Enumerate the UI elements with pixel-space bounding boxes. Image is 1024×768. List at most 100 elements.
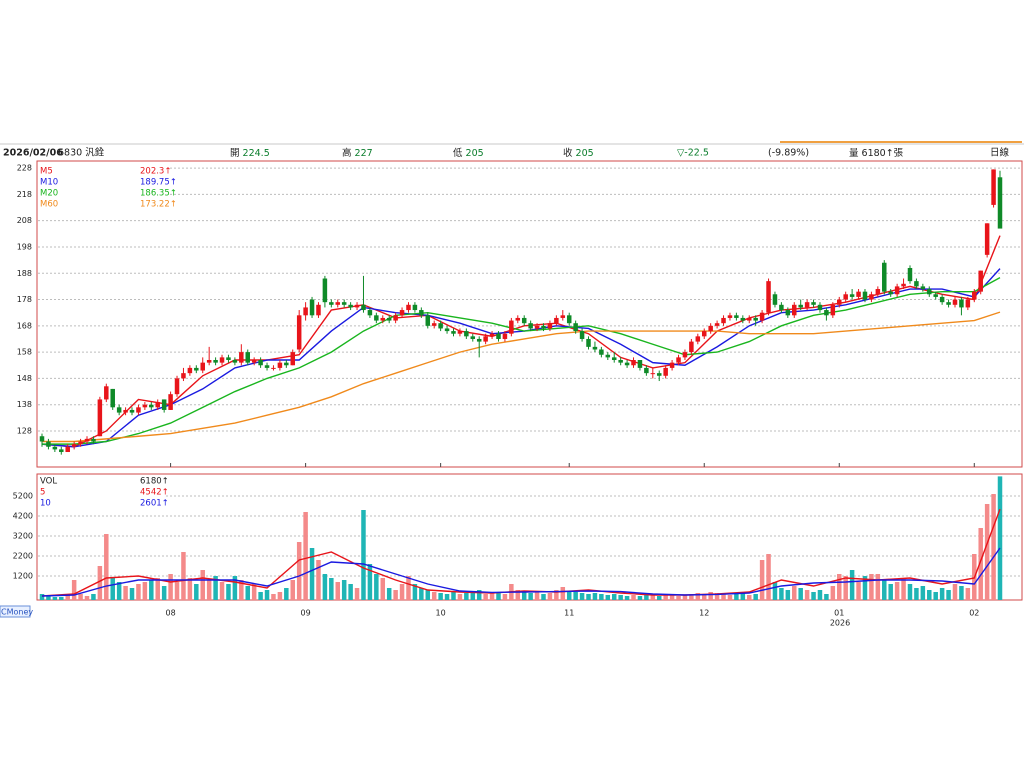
- volume-bar: [798, 588, 803, 600]
- candle-body: [59, 449, 64, 453]
- candle-body: [425, 315, 431, 326]
- candle-body: [554, 317, 559, 324]
- quote-value: 205: [576, 148, 594, 159]
- y-tick-label: 128: [17, 426, 32, 435]
- candle-body: [341, 302, 347, 305]
- candle-body: [296, 315, 302, 350]
- candle-body: [155, 402, 160, 408]
- ma-line: [42, 276, 1001, 445]
- quote: 高 227: [342, 147, 373, 159]
- candle-body: [991, 169, 996, 205]
- volume-bar: [586, 594, 591, 600]
- volume-bar: [354, 588, 360, 600]
- brand-box: [0, 605, 31, 618]
- year-label: 2026: [830, 619, 850, 628]
- candle-body: [824, 310, 829, 316]
- volume-bar: [927, 590, 932, 600]
- candle-body: [65, 446, 70, 453]
- volume-bar: [714, 593, 720, 600]
- candle-body: [669, 362, 675, 368]
- volume-bar: [444, 594, 450, 600]
- change: ▽-22.5: [677, 148, 709, 159]
- candle-body: [232, 360, 238, 363]
- volume-bar: [669, 594, 675, 600]
- volume-bar: [303, 512, 308, 600]
- candle-body: [71, 444, 77, 447]
- volume-bar: [907, 584, 913, 600]
- volume-bar: [920, 586, 926, 600]
- candle-body: [316, 304, 321, 316]
- volume-bar: [701, 594, 707, 600]
- y-tick-label: 178: [17, 295, 32, 304]
- volume-bar: [329, 578, 334, 600]
- volume-bar: [566, 591, 572, 600]
- candle-body: [875, 289, 881, 295]
- volume-bar: [84, 596, 90, 600]
- candle-body: [573, 323, 578, 332]
- candle-body: [734, 315, 739, 318]
- candle-body: [367, 310, 373, 316]
- volume-bar: [258, 592, 263, 600]
- volume-bar: [232, 576, 238, 600]
- candle-body: [746, 317, 752, 321]
- legend-value: 186.35↑: [140, 189, 177, 199]
- volume-bar: [155, 578, 160, 600]
- y-tick-label: 1200: [13, 572, 33, 581]
- candle-body: [740, 317, 746, 321]
- legend-value: 2601↑: [140, 499, 169, 509]
- volume-bar: [997, 476, 1003, 600]
- volume-bar: [811, 592, 816, 600]
- volume-bar: [521, 592, 527, 600]
- volume-bar: [451, 592, 456, 600]
- candle-body: [804, 302, 810, 308]
- candle-body: [772, 294, 778, 305]
- candle-body: [952, 299, 958, 305]
- candle-body: [251, 360, 257, 363]
- legend-value: 4542↑: [140, 488, 169, 498]
- volume-bar: [753, 594, 758, 600]
- candle-body: [727, 315, 733, 318]
- volume-bar: [271, 594, 276, 600]
- volume-bar: [978, 528, 983, 600]
- candle-body: [496, 333, 501, 339]
- volume-bar: [746, 595, 752, 600]
- candle-body: [206, 360, 212, 363]
- candle-body: [406, 304, 411, 311]
- candle-body: [579, 331, 585, 339]
- volume-bar: [367, 564, 373, 600]
- candle-body: [560, 315, 566, 318]
- volume-bar: [502, 594, 508, 600]
- volume-bar: [393, 590, 398, 600]
- ma-line: [41, 508, 1001, 597]
- candle-body: [431, 323, 437, 326]
- candle-body: [830, 304, 836, 316]
- volume-bar: [785, 590, 791, 600]
- quote-value: 224.5: [243, 148, 270, 159]
- candle-body: [161, 399, 167, 410]
- candle-body: [972, 291, 977, 300]
- legend-bg: [38, 164, 170, 210]
- candle-body: [644, 367, 649, 374]
- candle-body: [695, 336, 701, 342]
- candle-body: [194, 367, 199, 371]
- volume-bar: [946, 590, 951, 600]
- candle-body: [97, 399, 103, 437]
- candle-body: [676, 357, 681, 363]
- candle-body: [901, 283, 906, 287]
- volume-bar: [419, 588, 424, 600]
- candle-body: [476, 338, 482, 342]
- candle-body: [451, 331, 456, 334]
- legend-name: M20: [40, 189, 58, 199]
- volume-bar: [91, 594, 96, 600]
- candle-body: [656, 373, 662, 376]
- x-tick-label: 02: [969, 609, 979, 618]
- volume-bar: [708, 592, 713, 600]
- volume-bar: [695, 593, 701, 600]
- volume-bar: [464, 593, 469, 600]
- volume-bar: [380, 578, 386, 600]
- volume-bar: [206, 580, 212, 600]
- volume-bar: [727, 595, 733, 600]
- legend-name: M5: [40, 167, 53, 177]
- candle-body: [605, 354, 611, 358]
